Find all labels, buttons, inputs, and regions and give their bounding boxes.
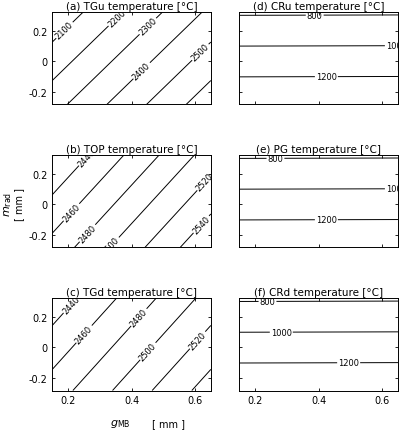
Text: 2460: 2460: [61, 202, 82, 224]
Text: 1200: 1200: [315, 216, 336, 225]
Text: 2100: 2100: [54, 21, 75, 42]
Text: 800: 800: [306, 12, 322, 20]
Text: 1000: 1000: [385, 42, 401, 51]
Text: 2480: 2480: [77, 223, 98, 244]
Text: [ mm ]: [ mm ]: [14, 187, 24, 220]
Title: (c) TGd temperature [°C]: (c) TGd temperature [°C]: [66, 288, 196, 298]
Text: $m_\mathrm{rad}$: $m_\mathrm{rad}$: [2, 191, 14, 217]
Text: 2200: 2200: [106, 8, 127, 30]
Text: 2460: 2460: [73, 323, 94, 345]
Title: (f) CRd temperature [°C]: (f) CRd temperature [°C]: [253, 288, 382, 298]
Text: 2500: 2500: [189, 43, 211, 63]
Text: 2500: 2500: [137, 341, 158, 362]
Text: 2520: 2520: [187, 329, 207, 351]
Text: 2540: 2540: [190, 214, 211, 236]
Text: 1200: 1200: [337, 358, 358, 368]
Text: 2480: 2480: [128, 307, 149, 329]
Text: 1200: 1200: [315, 73, 336, 82]
Text: 800: 800: [259, 297, 275, 306]
Text: 2520: 2520: [194, 172, 215, 193]
Text: [ mm ]: [ mm ]: [152, 418, 185, 428]
Text: 2440: 2440: [76, 147, 97, 168]
Text: 2400: 2400: [131, 61, 152, 82]
Text: 2500: 2500: [101, 236, 121, 257]
Text: 800: 800: [267, 155, 283, 164]
Text: 2440: 2440: [61, 294, 81, 316]
Text: 2300: 2300: [137, 16, 158, 38]
Text: 1000: 1000: [270, 328, 291, 337]
Text: 1000: 1000: [385, 185, 401, 194]
Title: (e) PG temperature [°C]: (e) PG temperature [°C]: [255, 145, 380, 155]
Text: $g_\mathrm{MB}$: $g_\mathrm{MB}$: [110, 417, 131, 429]
Title: (a) TGu temperature [°C]: (a) TGu temperature [°C]: [66, 2, 197, 12]
Title: (d) CRu temperature [°C]: (d) CRu temperature [°C]: [252, 2, 383, 12]
Title: (b) TOP temperature [°C]: (b) TOP temperature [°C]: [66, 145, 197, 155]
